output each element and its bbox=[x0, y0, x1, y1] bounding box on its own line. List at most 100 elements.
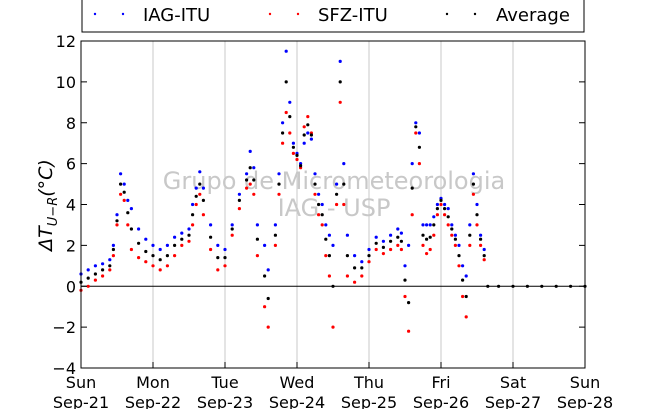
data-point-average bbox=[497, 284, 501, 288]
data-point-sfz-itu bbox=[421, 243, 425, 247]
legend-marker-average bbox=[445, 12, 449, 16]
data-point-iag-itu bbox=[453, 233, 457, 237]
data-point-average bbox=[151, 254, 155, 258]
data-point-sfz-itu bbox=[187, 239, 191, 243]
data-point-average bbox=[435, 207, 439, 211]
data-point-iag-itu bbox=[450, 223, 454, 227]
data-point-average bbox=[194, 194, 198, 198]
data-point-iag-itu bbox=[342, 162, 346, 166]
legend-marker-sfz-itu-2 bbox=[296, 12, 300, 16]
x-tick-label-date: Sep-28 bbox=[557, 393, 613, 409]
data-point-iag-itu bbox=[374, 235, 378, 239]
data-point-sfz-itu bbox=[263, 305, 267, 309]
data-point-average bbox=[450, 227, 454, 231]
data-point-iag-itu bbox=[194, 186, 198, 190]
data-point-iag-itu bbox=[317, 192, 321, 196]
data-point-iag-itu bbox=[421, 223, 425, 227]
data-point-sfz-itu bbox=[173, 254, 177, 258]
data-point-sfz-itu bbox=[403, 294, 407, 299]
data-point-iag-itu bbox=[432, 215, 436, 219]
data-point-average bbox=[245, 178, 249, 182]
legend: IAG-ITU SFZ-ITU Average bbox=[81, 0, 585, 33]
data-point-iag-itu bbox=[461, 264, 465, 268]
data-point-iag-itu bbox=[479, 233, 483, 237]
data-point-average bbox=[237, 198, 241, 202]
data-point-average bbox=[230, 227, 234, 231]
data-point-average bbox=[101, 268, 105, 272]
data-point-sfz-itu bbox=[237, 207, 241, 211]
legend-entry-average: Average bbox=[445, 5, 570, 26]
x-tick-label-day: Sat bbox=[500, 373, 526, 392]
data-point-sfz-itu bbox=[151, 264, 155, 268]
y-tick-label: 0 bbox=[66, 277, 76, 296]
x-axis: SunSep-21MonSep-22TueSep-23WedSep-24ThuS… bbox=[53, 362, 613, 409]
data-point-iag-itu bbox=[198, 170, 202, 174]
data-point-sfz-itu bbox=[446, 223, 450, 227]
data-point-average bbox=[554, 284, 558, 288]
data-point-iag-itu bbox=[255, 223, 259, 227]
data-point-sfz-itu bbox=[464, 315, 468, 319]
data-point-average bbox=[482, 254, 486, 258]
plot-background bbox=[81, 41, 585, 368]
data-point-sfz-itu bbox=[191, 223, 195, 227]
data-point-average bbox=[165, 254, 169, 258]
legend-marker-iag-itu bbox=[93, 12, 97, 16]
data-point-average bbox=[439, 198, 443, 202]
y-tick-label: 12 bbox=[56, 32, 76, 51]
data-point-average bbox=[360, 266, 364, 270]
data-point-sfz-itu bbox=[453, 243, 457, 247]
data-point-average bbox=[569, 284, 573, 288]
data-point-average bbox=[198, 182, 202, 186]
data-point-average bbox=[216, 256, 220, 260]
data-point-iag-itu bbox=[464, 274, 468, 278]
y-tick-label: 6 bbox=[66, 155, 76, 174]
data-point-average bbox=[126, 211, 130, 215]
data-point-average bbox=[299, 164, 303, 168]
legend-entry-iag-itu: IAG-ITU bbox=[93, 5, 210, 26]
data-point-average bbox=[331, 284, 335, 288]
data-point-sfz-itu bbox=[475, 223, 479, 227]
data-point-average bbox=[144, 249, 148, 254]
data-point-iag-itu bbox=[309, 137, 313, 141]
data-point-sfz-itu bbox=[338, 100, 342, 104]
data-point-iag-itu bbox=[119, 172, 123, 176]
data-point-sfz-itu bbox=[353, 280, 357, 284]
x-tick-label-day: Sun bbox=[66, 373, 96, 392]
data-point-iag-itu bbox=[302, 141, 306, 145]
data-point-sfz-itu bbox=[115, 223, 119, 227]
data-point-average bbox=[281, 131, 285, 135]
data-point-average bbox=[338, 80, 342, 84]
legend-label-iag-itu: IAG-ITU bbox=[143, 5, 210, 26]
data-point-sfz-itu bbox=[252, 192, 256, 196]
data-point-sfz-itu bbox=[230, 233, 234, 237]
data-point-average bbox=[108, 264, 112, 268]
data-point-iag-itu bbox=[475, 202, 479, 207]
data-point-average bbox=[317, 202, 321, 207]
data-point-average bbox=[209, 235, 213, 239]
y-axis-label: ΔTU−R(°C) bbox=[35, 159, 61, 253]
data-point-average bbox=[345, 254, 349, 258]
data-point-sfz-itu bbox=[417, 162, 421, 166]
data-point-iag-itu bbox=[266, 268, 270, 272]
data-point-sfz-itu bbox=[471, 192, 475, 196]
data-point-sfz-itu bbox=[335, 202, 339, 207]
data-point-iag-itu bbox=[122, 182, 126, 186]
data-point-average bbox=[453, 237, 457, 241]
data-point-sfz-itu bbox=[284, 110, 288, 115]
data-point-average bbox=[407, 301, 411, 305]
data-point-iag-itu bbox=[248, 149, 252, 153]
data-point-iag-itu bbox=[126, 198, 130, 202]
data-point-iag-itu bbox=[389, 233, 393, 237]
data-point-sfz-itu bbox=[277, 192, 281, 196]
data-point-average bbox=[309, 133, 313, 137]
data-point-sfz-itu bbox=[367, 260, 371, 264]
data-point-iag-itu bbox=[201, 186, 205, 190]
plot-area: Grupo de Micrometeorologia IAG - USP bbox=[79, 40, 587, 369]
data-point-average bbox=[335, 192, 339, 196]
y-tick-label: 2 bbox=[66, 236, 76, 255]
data-point-sfz-itu bbox=[223, 264, 227, 268]
legend-marker-average-2 bbox=[473, 12, 477, 16]
data-point-average bbox=[540, 284, 544, 288]
data-point-sfz-itu bbox=[216, 268, 220, 272]
